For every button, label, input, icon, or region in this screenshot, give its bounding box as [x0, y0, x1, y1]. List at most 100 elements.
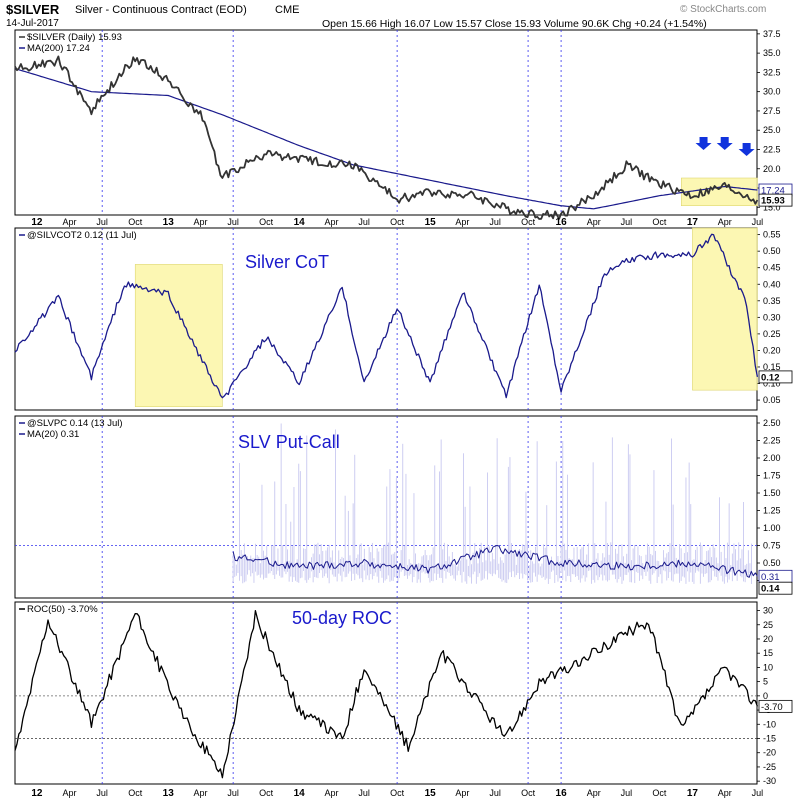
y-tick-label: 0.75 — [763, 541, 781, 551]
legend-label: @SILVCOT2 0.12 (11 Jul) — [27, 230, 137, 241]
cot-last-tag-box — [758, 370, 793, 384]
panel-frame-1 — [14, 29, 758, 216]
x-axis-label-top: Oct — [390, 217, 405, 227]
y-tick-label: 37.5 — [763, 29, 781, 39]
y-tick-label: 0.05 — [763, 395, 781, 405]
panel-title-putcall: SLV Put-Call — [238, 432, 340, 452]
y-tick-label: 5 — [763, 677, 768, 687]
down-arrow-icon — [716, 137, 733, 150]
legend-label: MA(20) 0.31 — [27, 429, 79, 440]
x-axis-label-top: Apr — [718, 217, 732, 227]
x-axis-label-top: Apr — [587, 217, 601, 227]
y-tick-label: 15.0 — [763, 202, 781, 212]
down-arrow-icon — [738, 143, 755, 156]
x-axis-label-top: 16 — [556, 217, 568, 228]
putcall-ma20-line — [232, 545, 758, 578]
legend-label: $SILVER (Daily) 15.93 — [27, 32, 122, 43]
y-tick-label: 1.25 — [763, 506, 781, 516]
roc-last-tag-box — [758, 699, 793, 713]
putcall-last-tag: 0.14 — [761, 584, 780, 595]
x-axis-label-top: Apr — [455, 217, 469, 227]
x-axis-label-bottom: 15 — [425, 788, 437, 799]
y-tick-label: 30.0 — [763, 87, 781, 97]
x-axis-label-top: Apr — [324, 217, 338, 227]
y-tick-label: -25 — [763, 762, 776, 772]
symbol-name: Silver - Continuous Contract (EOD) — [75, 4, 247, 16]
y-tick-label: 35.0 — [763, 48, 781, 58]
y-tick-label: 20 — [763, 634, 773, 644]
y-tick-label: 0.15 — [763, 362, 781, 372]
y-tick-label: 0.55 — [763, 230, 781, 240]
x-axis-label-top: Oct — [259, 217, 274, 227]
y-tick-label: 25 — [763, 620, 773, 630]
x-axis-label-bottom: Apr — [718, 788, 732, 798]
highlight-box-cot-2017 — [692, 227, 758, 391]
x-axis-label-bottom: Apr — [587, 788, 601, 798]
panel-title-roc: 50-day ROC — [292, 608, 392, 628]
y-tick-label: -30 — [763, 776, 776, 786]
y-tick-label: 1.50 — [763, 488, 781, 498]
silver-price-line — [14, 55, 759, 220]
y-tick-label: 22.5 — [763, 144, 781, 154]
price-last-tag: 15.93 — [761, 196, 785, 207]
x-axis-label-top: 12 — [31, 217, 43, 228]
x-axis-label-bottom: Apr — [193, 788, 207, 798]
x-axis-label-bottom: 17 — [687, 788, 699, 799]
legend-label: @SLVPC 0.14 (13 Jul) — [27, 418, 123, 429]
watermark: © StockCharts.com — [680, 4, 767, 15]
y-tick-label: 0.30 — [763, 312, 781, 322]
y-tick-label: 1.75 — [763, 471, 781, 481]
y-tick-label: 27.5 — [763, 106, 781, 116]
y-tick-label: 0.50 — [763, 246, 781, 256]
y-tick-label: 0.10 — [763, 379, 781, 389]
y-tick-label: 0.20 — [763, 345, 781, 355]
legend-label: ROC(50) -3.70% — [27, 604, 98, 615]
x-axis-label-bottom: 13 — [163, 788, 175, 799]
highlight-box-price — [681, 177, 758, 206]
down-arrow-icon — [695, 137, 712, 150]
x-axis-label-bottom: Jul — [227, 788, 239, 798]
y-tick-label: 30 — [763, 606, 773, 616]
x-axis-label-top: Apr — [193, 217, 207, 227]
x-axis-label-top: 15 — [425, 217, 437, 228]
panel-title-cot: Silver CoT — [245, 252, 329, 272]
x-axis-label-bottom: Oct — [521, 788, 536, 798]
x-axis-label-top: 14 — [294, 217, 306, 228]
cot-last-tag: 0.12 — [761, 372, 780, 383]
y-tick-label: 20.0 — [763, 164, 781, 174]
y-tick-label: 15 — [763, 648, 773, 658]
y-tick-label: 2.25 — [763, 436, 781, 446]
x-axis-label-bottom: 14 — [294, 788, 306, 799]
y-tick-label: -20 — [763, 748, 776, 758]
y-tick-label: 32.5 — [763, 67, 781, 77]
putcall-ma-last-tag: 0.31 — [761, 572, 780, 583]
highlight-box-cot-2012 — [134, 264, 223, 407]
putcall-last-tag-box — [758, 581, 793, 595]
x-axis-label-bottom: Oct — [128, 788, 143, 798]
x-axis-label-top: Jul — [489, 217, 501, 227]
x-axis-label-bottom: Jul — [489, 788, 501, 798]
panel-frame-2 — [14, 227, 758, 411]
y-tick-label: 0 — [763, 691, 768, 701]
x-axis-label-bottom: Apr — [455, 788, 469, 798]
x-axis-label-top: Oct — [128, 217, 143, 227]
y-tick-label: 10 — [763, 662, 773, 672]
y-tick-label: -10 — [763, 719, 776, 729]
x-axis-label-bottom: Oct — [259, 788, 274, 798]
y-tick-label: 0.35 — [763, 296, 781, 306]
x-axis-label-top: Jul — [752, 217, 764, 227]
x-axis-label-top: Jul — [96, 217, 108, 227]
x-axis-label-bottom: Oct — [390, 788, 405, 798]
x-axis-label-bottom: Jul — [752, 788, 764, 798]
exchange-label: CME — [275, 4, 300, 16]
symbol-title: $SILVER — [6, 2, 60, 17]
panel-frame-3 — [14, 415, 758, 599]
y-tick-label: -15 — [763, 734, 776, 744]
silvcot-line — [14, 233, 759, 399]
stats-line: Open 15.66 High 16.07 Low 15.57 Close 15… — [322, 18, 707, 30]
roc-last-tag: -3.70 — [761, 702, 783, 713]
x-axis-label-bottom: Apr — [63, 788, 77, 798]
x-axis-label-bottom: Jul — [96, 788, 108, 798]
x-axis-label-bottom: Apr — [324, 788, 338, 798]
x-axis-label-top: Jul — [227, 217, 239, 227]
